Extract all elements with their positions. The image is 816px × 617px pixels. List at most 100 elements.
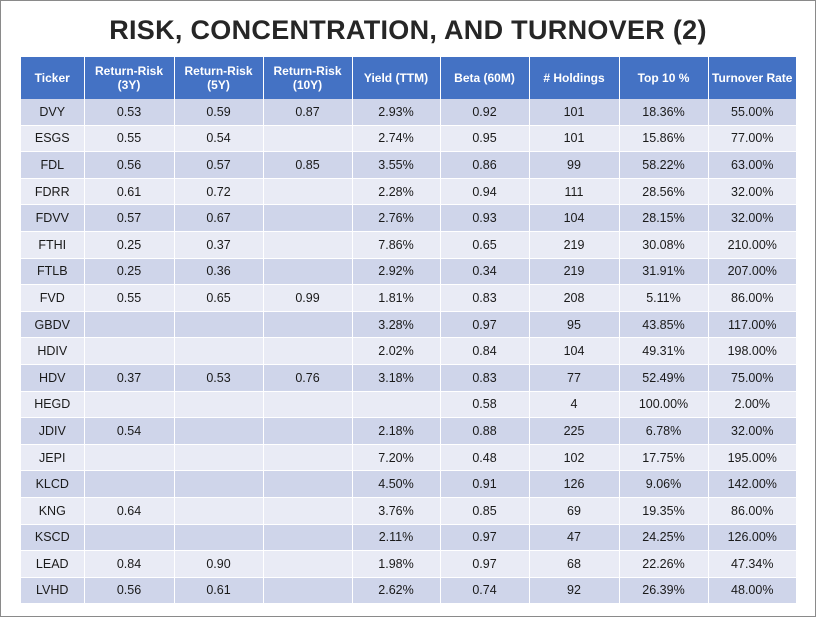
table-cell: 104 — [529, 204, 620, 232]
ticker-cell: DVY — [21, 99, 85, 126]
table-cell: 32.00% — [708, 204, 796, 232]
column-header: Yield (TTM) — [352, 57, 441, 99]
table-cell: 0.87 — [263, 99, 353, 126]
table-cell: 0.99 — [263, 284, 353, 312]
column-header: # Holdings — [529, 57, 620, 99]
table-cell: 9.06% — [619, 470, 709, 498]
table-cell: 0.85 — [263, 151, 353, 179]
table-cell: 15.86% — [619, 125, 709, 153]
table-cell — [174, 337, 264, 365]
table-cell — [263, 337, 353, 365]
table-cell: 0.53 — [174, 364, 264, 392]
table-cell: 0.88 — [440, 417, 530, 445]
table-cell: 1.81% — [352, 284, 441, 312]
table-cell: 2.18% — [352, 417, 441, 445]
table-cell: 30.08% — [619, 231, 709, 259]
table-cell: 0.37 — [84, 364, 175, 392]
table-cell — [84, 311, 175, 339]
table-cell: 0.85 — [440, 497, 530, 525]
table-cell: 3.28% — [352, 311, 441, 339]
table-cell: 99 — [529, 151, 620, 179]
table-row: ESGS 0.55 0.54 2.74% 0.95 101 15.86% 77.00% — [21, 125, 796, 153]
ticker-cell: LVHD — [21, 577, 85, 605]
table-cell: 0.61 — [84, 178, 175, 206]
table-cell: 0.56 — [84, 577, 175, 605]
ticker-cell: ESGS — [21, 125, 85, 153]
table-cell: 207.00% — [708, 258, 796, 286]
table-body: DVY 0.53 0.59 0.87 2.93% 0.92 101 18.36% 55.00% E… — [21, 99, 796, 605]
table-cell: 2.93% — [352, 99, 441, 126]
table-row: HDV 0.37 0.53 0.76 3.18% 0.83 77 52.49% 75.00% — [21, 364, 796, 392]
column-header-sublabel: (10Y) — [292, 78, 323, 92]
table-cell: 77.00% — [708, 125, 796, 153]
table-cell: 0.65 — [440, 231, 530, 259]
table-cell — [263, 231, 353, 259]
table-cell: 4 — [529, 391, 620, 419]
table-cell — [263, 524, 353, 552]
table-cell: 49.31% — [619, 337, 709, 365]
table-cell: 0.93 — [440, 204, 530, 232]
table-cell: 2.00% — [708, 391, 796, 419]
table-cell: 126 — [529, 470, 620, 498]
table-cell: 7.20% — [352, 444, 441, 472]
ticker-cell: HEGD — [21, 391, 85, 419]
column-header: Turnover Rate — [708, 57, 796, 99]
table-cell — [84, 444, 175, 472]
table-cell: 86.00% — [708, 284, 796, 312]
table-cell: 31.91% — [619, 258, 709, 286]
column-header-label: Yield (TTM) — [363, 71, 429, 85]
table-row: KSCD 2.11% 0.97 47 24.25% 126.00% — [21, 524, 796, 552]
table-cell: 22.26% — [619, 550, 709, 578]
table-cell — [174, 311, 264, 339]
table-cell: 0.97 — [440, 311, 530, 339]
table-cell — [263, 178, 353, 206]
table-cell: 0.36 — [174, 258, 264, 286]
table-cell: 0.74 — [440, 577, 530, 605]
table-row: FDL 0.56 0.57 0.85 3.55% 0.86 99 58.22% 63.00% — [21, 151, 796, 179]
table-cell: 0.90 — [174, 550, 264, 578]
table-cell: 0.92 — [440, 99, 530, 126]
table-cell: 52.49% — [619, 364, 709, 392]
table-cell: 0.25 — [84, 231, 175, 259]
table-cell: 219 — [529, 231, 620, 259]
table-cell: 0.76 — [263, 364, 353, 392]
table-cell: 219 — [529, 258, 620, 286]
table-cell: 142.00% — [708, 470, 796, 498]
table-cell: 208 — [529, 284, 620, 312]
column-header-label: Top 10 % — [637, 71, 690, 85]
table-cell — [174, 417, 264, 445]
table-cell — [263, 125, 353, 153]
table-cell: 2.74% — [352, 125, 441, 153]
table-cell: 210.00% — [708, 231, 796, 259]
table-cell: 0.48 — [440, 444, 530, 472]
table-cell: 2.11% — [352, 524, 441, 552]
table-cell: 5.11% — [619, 284, 709, 312]
table-cell: 4.50% — [352, 470, 441, 498]
ticker-cell: FVD — [21, 284, 85, 312]
table-cell — [352, 391, 441, 419]
table-cell — [263, 417, 353, 445]
table-cell: 7.86% — [352, 231, 441, 259]
table-row: JEPI 7.20% 0.48 102 17.75% 195.00% — [21, 444, 796, 472]
table-cell: 0.83 — [440, 364, 530, 392]
column-header: Ticker — [21, 57, 85, 99]
table-cell: 0.55 — [84, 284, 175, 312]
table-header-row: Ticker Return-Risk (3Y) Return-Risk (5Y) Retu… — [21, 57, 796, 99]
table-row: LVHD 0.56 0.61 2.62% 0.74 92 26.39% 48.00% — [21, 577, 796, 605]
table-cell: 28.56% — [619, 178, 709, 206]
column-header-label: Ticker — [34, 71, 70, 85]
table-cell: 43.85% — [619, 311, 709, 339]
column-header-sublabel: (5Y) — [207, 78, 230, 92]
table-cell: 0.61 — [174, 577, 264, 605]
column-header-label: Beta (60M) — [454, 71, 515, 85]
table-cell: 0.34 — [440, 258, 530, 286]
table-cell — [263, 577, 353, 605]
ticker-cell: LEAD — [21, 550, 85, 578]
table-row: GBDV 3.28% 0.97 95 43.85% 117.00% — [21, 311, 796, 339]
table-cell: 0.83 — [440, 284, 530, 312]
table-cell: 77 — [529, 364, 620, 392]
table-cell: 0.97 — [440, 550, 530, 578]
table-cell: 198.00% — [708, 337, 796, 365]
column-header-label: Return-Risk — [273, 64, 342, 78]
